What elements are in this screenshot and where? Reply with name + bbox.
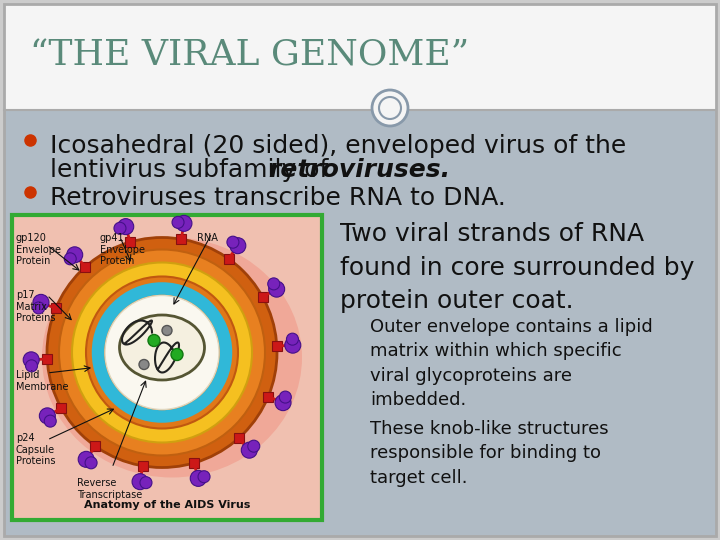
Text: Icosahedral (20 sided), enveloped virus of the: Icosahedral (20 sided), enveloped virus … <box>50 134 626 158</box>
Circle shape <box>78 451 94 467</box>
FancyBboxPatch shape <box>81 262 91 272</box>
FancyBboxPatch shape <box>56 403 66 413</box>
Circle shape <box>198 471 210 483</box>
Circle shape <box>25 360 37 372</box>
Circle shape <box>86 276 238 429</box>
Circle shape <box>85 457 97 469</box>
Ellipse shape <box>120 315 204 380</box>
Circle shape <box>372 90 408 126</box>
Circle shape <box>241 442 257 458</box>
Circle shape <box>269 281 284 297</box>
Circle shape <box>287 333 299 345</box>
Text: RNA: RNA <box>197 233 218 243</box>
Circle shape <box>162 326 172 335</box>
Circle shape <box>44 415 56 427</box>
Circle shape <box>268 278 280 290</box>
Text: Reverse
Transcriptase: Reverse Transcriptase <box>77 478 143 500</box>
Circle shape <box>118 219 134 234</box>
FancyBboxPatch shape <box>138 461 148 471</box>
FancyBboxPatch shape <box>4 110 716 536</box>
Ellipse shape <box>42 238 302 477</box>
FancyBboxPatch shape <box>272 341 282 351</box>
FancyBboxPatch shape <box>91 441 101 451</box>
Text: gp41
Envelope
Protein: gp41 Envelope Protein <box>100 233 145 266</box>
Circle shape <box>59 249 265 456</box>
Circle shape <box>190 470 206 487</box>
FancyBboxPatch shape <box>125 237 135 247</box>
Circle shape <box>248 440 260 452</box>
Circle shape <box>33 294 49 310</box>
FancyBboxPatch shape <box>189 458 199 468</box>
Text: These knob-like structures
responsible for binding to
target cell.: These knob-like structures responsible f… <box>370 420 608 487</box>
Text: Anatomy of the AIDS Virus: Anatomy of the AIDS Virus <box>84 500 250 510</box>
Circle shape <box>230 238 246 254</box>
Circle shape <box>140 477 152 489</box>
Circle shape <box>176 215 192 231</box>
FancyBboxPatch shape <box>176 234 186 244</box>
FancyBboxPatch shape <box>264 392 274 402</box>
Text: lentivirus subfamily of: lentivirus subfamily of <box>50 158 336 182</box>
Text: Retroviruses transcribe RNA to DNA.: Retroviruses transcribe RNA to DNA. <box>50 186 506 210</box>
FancyBboxPatch shape <box>4 4 716 110</box>
Circle shape <box>47 238 277 468</box>
Circle shape <box>171 348 183 361</box>
Circle shape <box>275 395 291 410</box>
FancyBboxPatch shape <box>223 254 233 264</box>
Circle shape <box>139 360 149 369</box>
Circle shape <box>23 352 39 368</box>
FancyBboxPatch shape <box>42 354 52 364</box>
Circle shape <box>40 408 55 424</box>
Circle shape <box>285 337 301 353</box>
Text: Lipid
Membrane: Lipid Membrane <box>16 370 68 392</box>
Circle shape <box>279 391 292 403</box>
Circle shape <box>172 217 184 228</box>
Circle shape <box>72 262 252 442</box>
Circle shape <box>32 302 45 314</box>
FancyBboxPatch shape <box>12 215 322 520</box>
Circle shape <box>227 236 239 248</box>
FancyBboxPatch shape <box>233 433 243 443</box>
Text: retroviruses.: retroviruses. <box>268 158 450 182</box>
Text: Outer envelope contains a lipid
matrix within which specific
viral glycoproteins: Outer envelope contains a lipid matrix w… <box>370 318 653 409</box>
Text: “THE VIRAL GENOME”: “THE VIRAL GENOME” <box>30 39 469 73</box>
Text: p24
Capsule
Proteins: p24 Capsule Proteins <box>16 433 55 466</box>
FancyBboxPatch shape <box>50 303 60 314</box>
Text: gp120
Envelope
Protein: gp120 Envelope Protein <box>16 233 61 266</box>
Circle shape <box>148 334 160 347</box>
Text: Two viral strands of RNA
found in core surrounded by
protein outer coat.: Two viral strands of RNA found in core s… <box>340 222 694 313</box>
Circle shape <box>114 222 126 234</box>
Circle shape <box>64 253 76 265</box>
Circle shape <box>67 247 83 263</box>
FancyBboxPatch shape <box>258 292 268 302</box>
Text: p17
Matrix
Proteins: p17 Matrix Proteins <box>16 290 55 323</box>
Circle shape <box>105 295 219 409</box>
Circle shape <box>132 474 148 490</box>
